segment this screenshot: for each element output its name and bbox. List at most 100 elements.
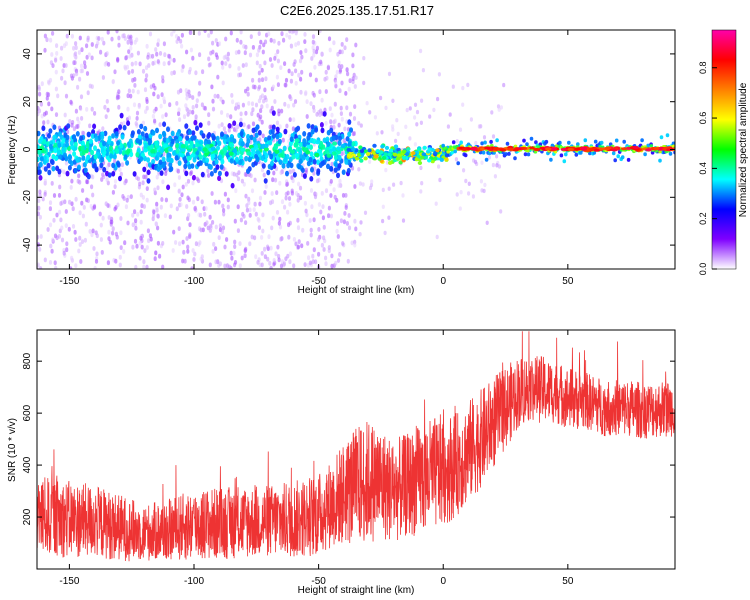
spectrogram-cell [145,197,149,203]
spectrogram-cell [224,61,228,66]
spectrogram-cell [257,225,261,231]
spectrogram-cell [296,125,301,132]
spectrogram-cell [261,228,265,234]
spectrogram-cell [158,122,162,127]
spectrogram-cell [491,162,495,168]
spectrogram-cell [354,75,358,80]
spectrogram-cell [210,146,216,151]
spectrogram-cell [290,149,296,154]
spectrogram-cell [94,136,99,143]
spectrogram-cell [143,148,149,153]
spectrogram-cell [290,44,294,49]
spectrogram-cell [142,259,146,265]
spectrogram-cell [338,178,342,184]
spectrogram-cell [183,258,187,264]
spectrogram-cell [79,68,83,74]
spectrogram-cell [187,89,191,95]
spectrogram-cell [287,222,291,228]
spectrogram-cell [244,193,248,199]
spectrogram-cell [287,196,292,201]
spectrogram-cell [198,122,203,128]
spectrogram-cell [186,155,191,162]
spectrogram-cell [346,258,350,264]
spectrogram-cell [75,131,80,137]
spectrogram-cell [277,257,281,263]
spectrogram-cell [240,141,245,147]
spectrogram-cell [319,156,324,162]
spectrogram-cell [534,140,538,145]
spectrogram-cell [178,241,182,247]
spectrogram-cell [270,128,275,135]
spectrogram-cell [291,178,295,184]
spectrogram-cell [330,162,334,167]
spectrogram-y-axis-label: Frequency (Hz) [7,116,18,185]
spectrogram-cell [314,259,318,265]
spectrogram-cell [116,162,121,168]
spectrogram-cell [665,133,670,138]
spectrogram-cell [336,172,340,179]
spectrogram-cell [116,58,120,63]
spectrogram-cell [296,225,301,231]
spectrogram-cell [611,151,616,156]
spectrogram-cell [583,138,588,143]
spectrogram-cell [116,202,120,208]
spectrogram-cell [270,225,274,231]
spectrogram-cell [346,71,350,77]
spectrogram-cell [643,152,647,157]
spectrogram-cell [419,120,423,126]
spectrogram-cell [296,244,300,250]
spectrogram-cell [98,211,102,217]
spectrogram-cell [288,117,292,122]
spectrogram-cell [57,193,62,198]
spectrogram-cell [341,193,346,198]
spectrogram-cell [222,208,226,213]
spectrogram-cell [249,134,254,141]
spectrogram-cell [633,146,640,149]
spectrogram-cell [122,124,127,131]
spectrogram-cell [42,159,47,165]
spectrogram-cell [64,160,68,166]
spectrogram-cell [428,114,432,119]
spectrogram-cell [55,235,59,241]
spectrogram-cell [273,177,278,183]
spectrogram-cell [411,151,416,156]
spectrogram-cell [55,51,59,56]
spectrogram-cell [210,153,216,159]
spectrogram-cell [348,111,353,117]
spectrogram-cell [102,174,106,180]
spectrogram-cell [365,152,371,156]
spectrogram-cell [351,131,355,137]
spectrogram-cell [283,101,287,107]
spectrogram-cell [469,117,473,122]
spectrogram-cell [420,155,425,160]
spectrogram-cell [226,56,230,62]
spectrogram-cell [226,137,231,143]
spectrogram-cell [223,263,227,269]
spectrogram-cell [177,107,181,113]
spectrogram-cell [70,255,74,261]
spectrogram-cell [439,157,444,162]
spectrogram-cell [306,241,310,246]
spectrogram-cell [46,162,51,169]
spectrogram-cell [203,30,207,33]
spectrogram-cell [138,240,142,246]
spectrogram-cell [359,123,363,128]
spectrogram-cell [290,30,294,35]
spectrogram-cell [53,147,58,154]
spectrogram-cell [229,158,234,164]
spectrogram-cell [309,176,314,182]
spectrogram-cell [369,182,374,188]
spectrogram-cell [337,154,342,161]
spectrogram-cell [223,244,227,250]
spectrogram-cell [107,229,111,235]
spectrogram-cell [55,43,59,48]
spectrogram-cell [232,120,237,126]
spectrogram-cell [125,197,129,203]
spectrogram-cell [322,111,327,117]
spectrogram-cell [481,150,486,155]
spectrogram-cell [285,123,289,129]
spectrogram-cell [380,130,384,135]
spectrogram-cell [283,128,288,135]
spectrogram-cell [345,105,349,111]
